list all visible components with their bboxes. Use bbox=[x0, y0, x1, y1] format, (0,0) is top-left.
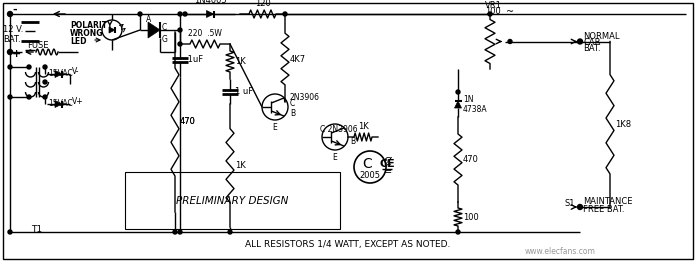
Circle shape bbox=[578, 39, 583, 44]
Text: =: = bbox=[384, 167, 392, 177]
Text: CE: CE bbox=[379, 159, 395, 169]
Text: FREE BAT.: FREE BAT. bbox=[583, 205, 624, 214]
Text: .1uF: .1uF bbox=[185, 55, 203, 64]
Text: 100: 100 bbox=[463, 212, 479, 221]
Text: 15VAC: 15VAC bbox=[48, 100, 73, 108]
Circle shape bbox=[8, 12, 13, 17]
Text: B: B bbox=[290, 108, 295, 117]
Text: 470: 470 bbox=[180, 117, 196, 127]
Polygon shape bbox=[55, 101, 62, 107]
Text: 2005: 2005 bbox=[360, 171, 381, 179]
Text: 4K7: 4K7 bbox=[290, 54, 306, 63]
Circle shape bbox=[27, 65, 31, 69]
Circle shape bbox=[508, 40, 512, 43]
Text: 12 V.: 12 V. bbox=[3, 25, 24, 35]
Text: 100: 100 bbox=[485, 8, 500, 17]
Text: C: C bbox=[362, 157, 372, 171]
Circle shape bbox=[183, 12, 187, 16]
Text: V-: V- bbox=[72, 67, 79, 75]
Polygon shape bbox=[109, 27, 115, 33]
Text: 470: 470 bbox=[463, 155, 479, 164]
Text: 1K: 1K bbox=[235, 161, 246, 170]
Text: WRONG: WRONG bbox=[70, 30, 104, 39]
Polygon shape bbox=[454, 101, 461, 108]
Text: 470: 470 bbox=[180, 117, 196, 127]
Polygon shape bbox=[207, 10, 214, 18]
Text: 220  .5W: 220 .5W bbox=[188, 29, 222, 38]
Circle shape bbox=[43, 95, 47, 99]
Text: 1N4005: 1N4005 bbox=[193, 0, 226, 5]
Text: E: E bbox=[333, 152, 338, 161]
Text: VR1: VR1 bbox=[485, 2, 502, 10]
Circle shape bbox=[578, 205, 583, 210]
Circle shape bbox=[43, 80, 47, 84]
Circle shape bbox=[8, 230, 12, 234]
Circle shape bbox=[283, 12, 287, 16]
Text: LED: LED bbox=[70, 37, 86, 46]
Text: C: C bbox=[162, 23, 167, 31]
Text: 2N3906: 2N3906 bbox=[290, 92, 320, 101]
Text: 120: 120 bbox=[255, 0, 270, 8]
Text: POLARITY: POLARITY bbox=[70, 21, 113, 30]
Polygon shape bbox=[148, 22, 160, 38]
Text: G: G bbox=[162, 35, 168, 45]
Text: 15VAC: 15VAC bbox=[48, 69, 73, 79]
Circle shape bbox=[456, 230, 460, 234]
Text: MAINTANCE: MAINTANCE bbox=[583, 198, 633, 206]
Text: B: B bbox=[350, 138, 355, 146]
Text: 1 uF: 1 uF bbox=[235, 87, 253, 96]
Text: C 2N3906: C 2N3906 bbox=[320, 124, 358, 134]
Text: 1K: 1K bbox=[235, 57, 246, 66]
Text: A: A bbox=[146, 14, 152, 24]
Circle shape bbox=[178, 28, 182, 32]
Text: C: C bbox=[290, 100, 295, 108]
Text: FUSE: FUSE bbox=[27, 41, 49, 51]
Text: V+: V+ bbox=[72, 96, 84, 106]
Circle shape bbox=[27, 95, 31, 99]
Circle shape bbox=[8, 65, 12, 69]
Text: CAR: CAR bbox=[583, 38, 601, 47]
Text: S1: S1 bbox=[564, 199, 575, 208]
Circle shape bbox=[173, 230, 177, 234]
Circle shape bbox=[178, 12, 182, 16]
Circle shape bbox=[8, 95, 12, 99]
Text: NORMAL: NORMAL bbox=[583, 32, 619, 41]
Text: 1K: 1K bbox=[358, 122, 368, 131]
Polygon shape bbox=[55, 70, 62, 78]
Text: 1K8: 1K8 bbox=[615, 120, 631, 129]
Text: +: + bbox=[12, 49, 22, 59]
Circle shape bbox=[228, 230, 232, 234]
Text: E: E bbox=[273, 123, 278, 132]
Circle shape bbox=[178, 42, 182, 46]
Text: ALL RESISTORS 1/4 WATT, EXCEPT AS NOTED.: ALL RESISTORS 1/4 WATT, EXCEPT AS NOTED. bbox=[245, 239, 451, 248]
Text: BAT.: BAT. bbox=[3, 35, 21, 45]
Circle shape bbox=[456, 90, 460, 94]
Text: PRELIMINARY DESIGN: PRELIMINARY DESIGN bbox=[176, 195, 289, 205]
Circle shape bbox=[8, 50, 13, 54]
Text: www.elecfans.com: www.elecfans.com bbox=[525, 248, 596, 256]
Text: ~: ~ bbox=[506, 7, 514, 17]
Text: BAT.: BAT. bbox=[583, 44, 601, 53]
Text: C̸: C̸ bbox=[384, 157, 392, 167]
Circle shape bbox=[178, 230, 182, 234]
Text: 1N
4738A: 1N 4738A bbox=[463, 95, 488, 114]
Text: -: - bbox=[12, 5, 17, 15]
Circle shape bbox=[488, 12, 492, 16]
Circle shape bbox=[138, 12, 142, 16]
Circle shape bbox=[43, 65, 47, 69]
Bar bbox=[125, 172, 340, 229]
Text: T1: T1 bbox=[31, 225, 42, 233]
